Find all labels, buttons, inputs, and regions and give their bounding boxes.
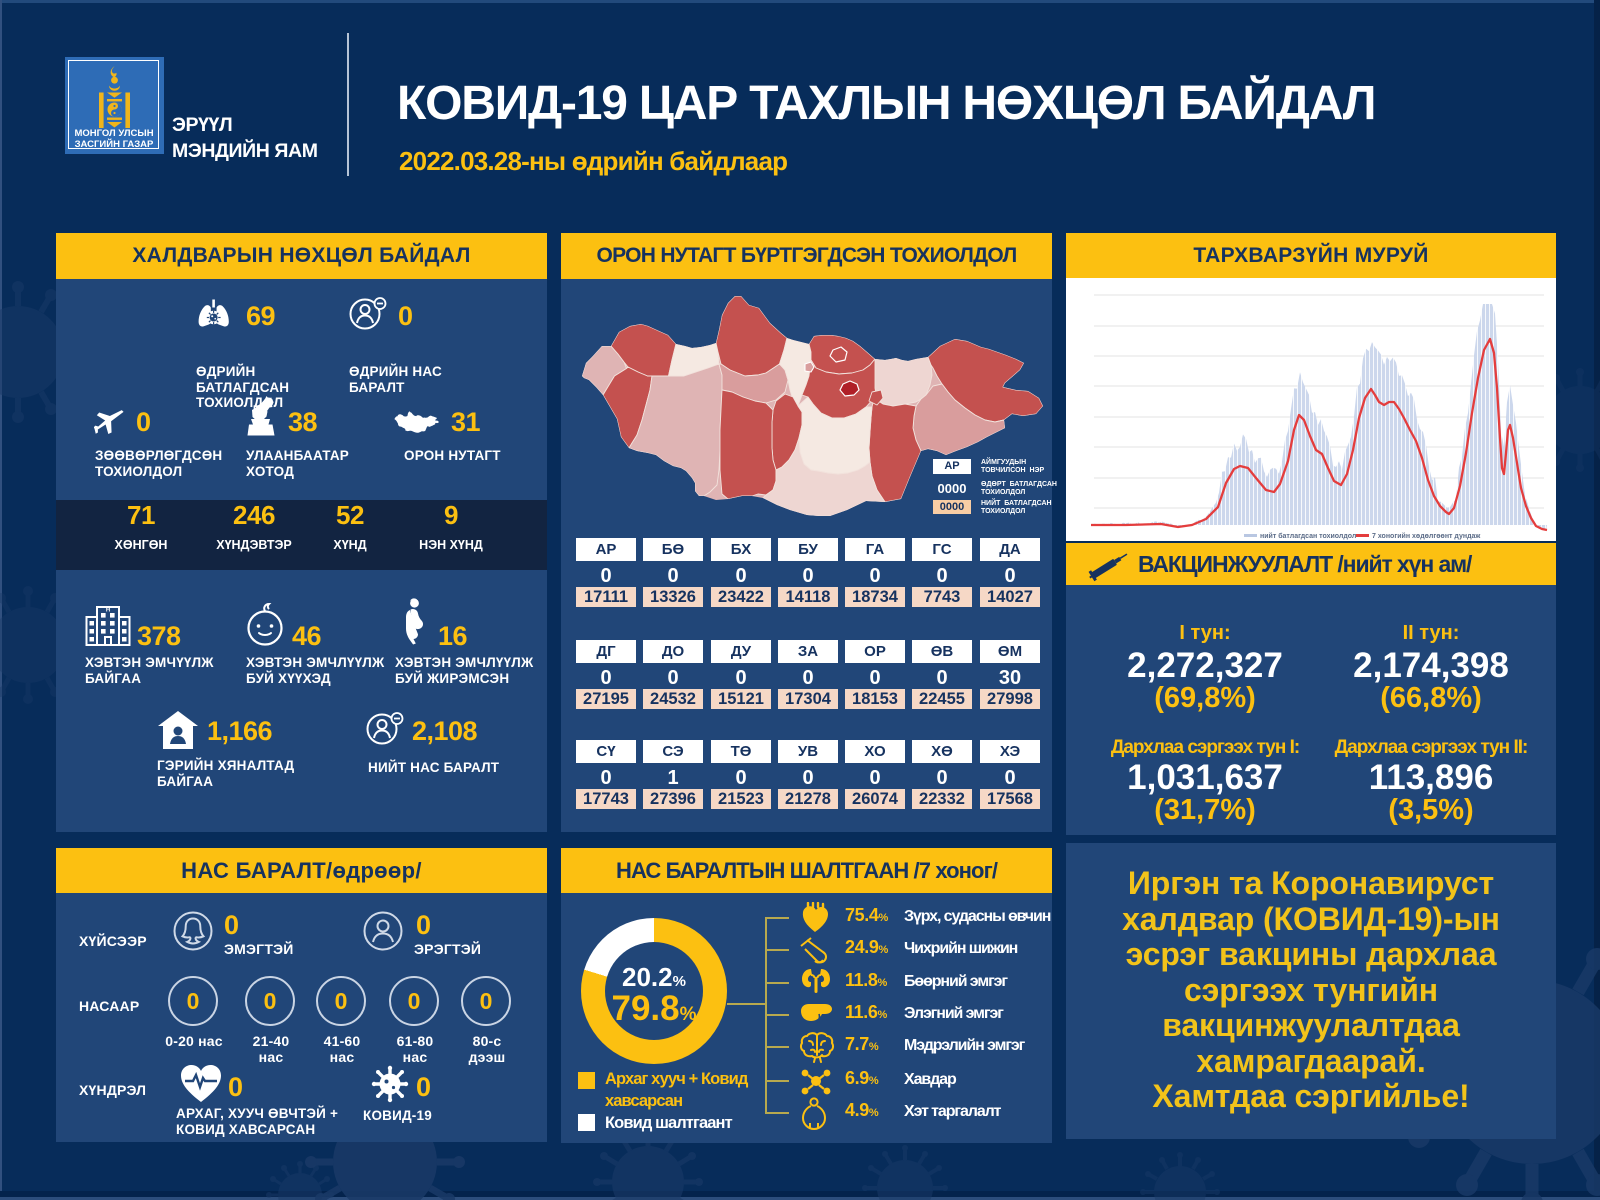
svg-text:7 хоногийн хөдөлгөөнт дундаж: 7 хоногийн хөдөлгөөнт дундаж (1372, 532, 1481, 540)
svg-text:нийт батлагдсан тохиолдол: нийт батлагдсан тохиолдол (1260, 532, 1356, 540)
svg-text:H: H (106, 608, 110, 614)
